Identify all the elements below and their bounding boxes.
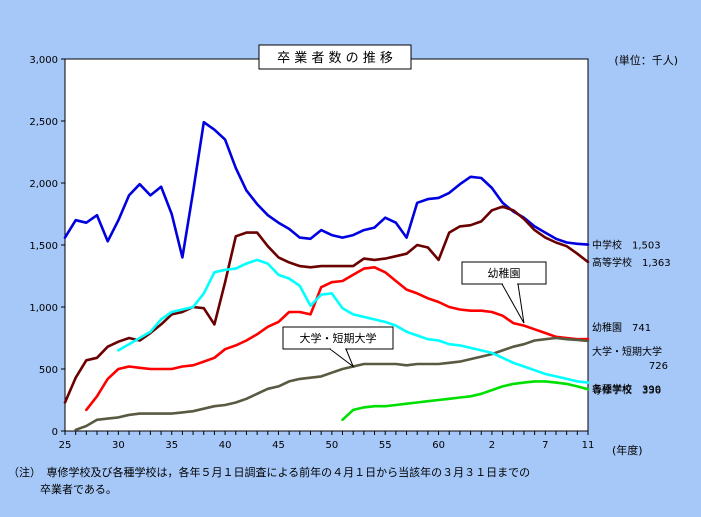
y-tick-label: 3,000 [29,55,58,66]
x-tick-label: 11 [582,440,595,451]
series-line-幼稚園 [85,266,590,412]
series-lines [63,120,590,432]
x-axis-title: (年度) [612,443,643,457]
x-tick-label: 30 [112,440,125,451]
x-tick-label: 35 [165,440,178,451]
y-tick-label: 2,000 [29,179,58,190]
x-tick-label: 60 [432,440,445,451]
x-tick-label: 2 [489,440,495,451]
chart-title: 卒 業 者 数 の 推 移 [277,50,393,66]
axes: 0 500 1,000 1,500 2,000 2,500 3,000 25 30 35 40 45 5… [29,55,594,451]
x-tick-label: 7 [542,440,548,451]
y-tick-label: 2,500 [29,117,58,128]
y-tick-label: 1,500 [29,241,58,252]
y-tick-label: 500 [39,365,58,376]
y-tick-label: 1,000 [29,303,58,314]
x-tick-label: 50 [325,440,338,451]
end-value-label-大学・短期大学: 726 [649,361,668,372]
x-tick-label: 55 [379,440,392,451]
end-label-中学校: 中学校 1,503 [592,239,661,252]
end-label-大学・短期大学: 大学・短期大学 [592,345,662,358]
end-label-高等学校: 高等学校 1,363 [592,256,671,269]
footnote-line-2: 卒業者である。 [40,483,117,496]
series-line-各種学校 [117,258,590,384]
x-tick-label: 45 [272,440,285,451]
x-tick-label: 40 [219,440,232,451]
series-line-大学・短期大学 [74,336,590,432]
x-tick-label: 25 [59,440,72,451]
unit-label: (単位：千人) [614,53,678,67]
end-label-専修学校: 専修学校 336 [592,383,661,396]
y-tick-label: 0 [52,427,58,438]
series-end-labels: 中学校 1,503 高等学校 1,363 幼稚園 741 大学・短期大学 726 各種学校… [592,239,671,397]
series-line-中学校 [63,120,590,259]
callout-label: 幼稚園 [488,267,521,280]
end-label-幼稚園: 幼稚園 741 [592,321,651,334]
series-line-専修学校 [341,380,590,422]
callout-label: 大学・短期大学 [300,331,377,345]
title-box: 卒 業 者 数 の 推 移 [258,44,412,70]
end-label-各種学校: 各種学校 390 [592,383,661,396]
footnote-line-1: （注） 専修学校及び各種学校は，各年５月１日調査による前年の４月１日から当該年の… [8,466,531,479]
